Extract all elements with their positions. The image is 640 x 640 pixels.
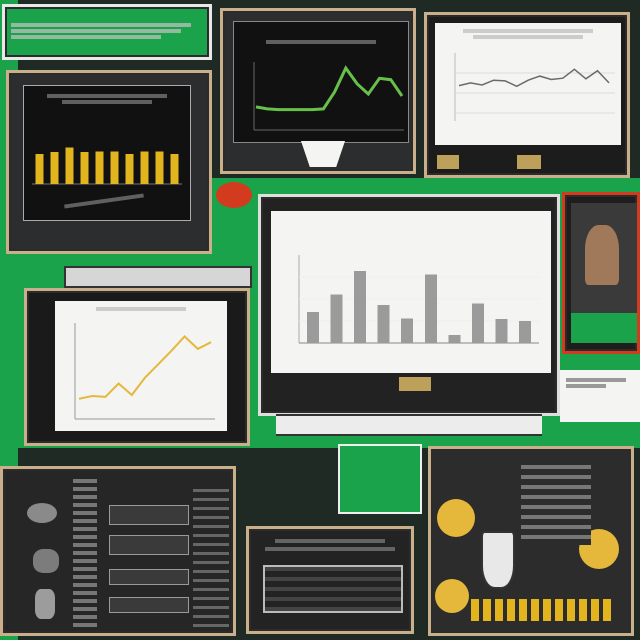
chart-bar: [306, 312, 319, 343]
chart-bar: [95, 151, 104, 184]
gold-line-chart: [74, 323, 215, 420]
chart-bar: [354, 270, 366, 343]
center-bottom-banner: [276, 414, 542, 436]
shell-icon-bottom: [35, 589, 55, 619]
gold-badge-right: [517, 155, 541, 169]
chart-bar: [472, 303, 484, 343]
gold-badge-left: [437, 155, 459, 169]
chart-bar: [80, 152, 89, 184]
chart-bar: [65, 147, 74, 184]
yellow-bar-chart: [32, 147, 182, 185]
chart-bar: [170, 153, 179, 184]
shell-icon-middle: [33, 549, 59, 573]
chart-bar: [424, 274, 437, 343]
top-left-banner: [2, 4, 212, 60]
gold-line-chart-panel: [24, 288, 250, 446]
chart-line: [78, 334, 212, 400]
chart-line: [255, 65, 404, 112]
figure-icon: [585, 225, 619, 285]
info-panel-bottom-middle: [246, 526, 414, 634]
chart-bar: [448, 335, 461, 343]
gray-line-chart-panel: [424, 12, 630, 178]
chart-bar: [519, 321, 532, 343]
gold-bars-strip: [471, 599, 611, 621]
gold-line-chart-frame: [55, 301, 227, 431]
gray-line-chart: [454, 53, 615, 121]
chart-bar: [35, 153, 44, 184]
chart-bar: [140, 151, 149, 184]
chart-bar: [125, 153, 134, 184]
chart-bar: [495, 319, 508, 343]
green-line-chart: [253, 62, 404, 131]
gold-line-chart-header: [64, 266, 252, 288]
chart-bar: [377, 305, 390, 343]
gold-coin-icon-bottom: [435, 579, 469, 613]
chart-bar: [330, 294, 343, 343]
gray-line-chart-frame: [435, 23, 621, 145]
chart-bar: [155, 151, 164, 184]
figure-panel: [562, 192, 640, 354]
gray-bar-chart-frame: [271, 211, 551, 373]
chart-bar: [110, 151, 119, 184]
right-small-note: [560, 370, 640, 422]
gold-badge-center: [399, 377, 431, 391]
info-tag-4: [109, 597, 189, 613]
green-line-chart-panel: [220, 8, 416, 174]
info-tag-1: [109, 505, 189, 525]
chart-line: [458, 68, 610, 88]
info-tag-2: [109, 535, 189, 555]
paper-tab: [301, 141, 345, 167]
bar-chart-frame: [23, 85, 191, 221]
chart-bar: [401, 318, 414, 343]
bottle-icon: [481, 531, 515, 589]
infographic-panel-left: [0, 466, 236, 636]
info-tag-3: [109, 569, 189, 585]
infographic-panel-right: [428, 446, 634, 636]
bar-chart-panel-yellow: [6, 70, 212, 254]
gray-bar-chart-panel: [258, 194, 560, 416]
red-accent-icon: [216, 182, 252, 208]
green-accent-block: [338, 444, 422, 514]
gold-coin-icon-left: [437, 499, 475, 537]
green-line-chart-frame: [233, 21, 409, 143]
chart-bar: [50, 152, 59, 184]
shell-icon-top: [27, 503, 57, 523]
gray-bar-chart: [298, 255, 539, 344]
